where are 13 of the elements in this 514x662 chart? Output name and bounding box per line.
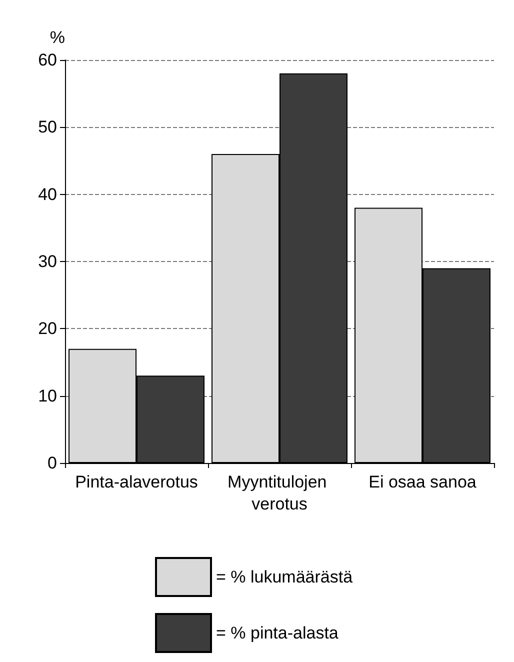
y-tick-label: 10 [38, 386, 57, 406]
y-tick-label: 20 [38, 319, 57, 338]
y-tick-label: 60 [38, 50, 57, 70]
y-tick-label: 50 [38, 118, 57, 137]
x-tick-label: Myyntitulojen verotus [228, 472, 332, 514]
x-tick-label: Pinta-alaverotus [75, 472, 198, 492]
y-axis-title: % [50, 28, 65, 47]
legend-label: = % pinta-alasta [216, 624, 339, 642]
x-tick-label: Ei osaa sanoa [368, 472, 477, 492]
legend-label: = % lukumäärästä [216, 568, 354, 586]
y-tick-label: 0 [48, 454, 57, 472]
y-tick-label: 40 [38, 184, 57, 204]
y-tick-label: 30 [38, 252, 57, 271]
